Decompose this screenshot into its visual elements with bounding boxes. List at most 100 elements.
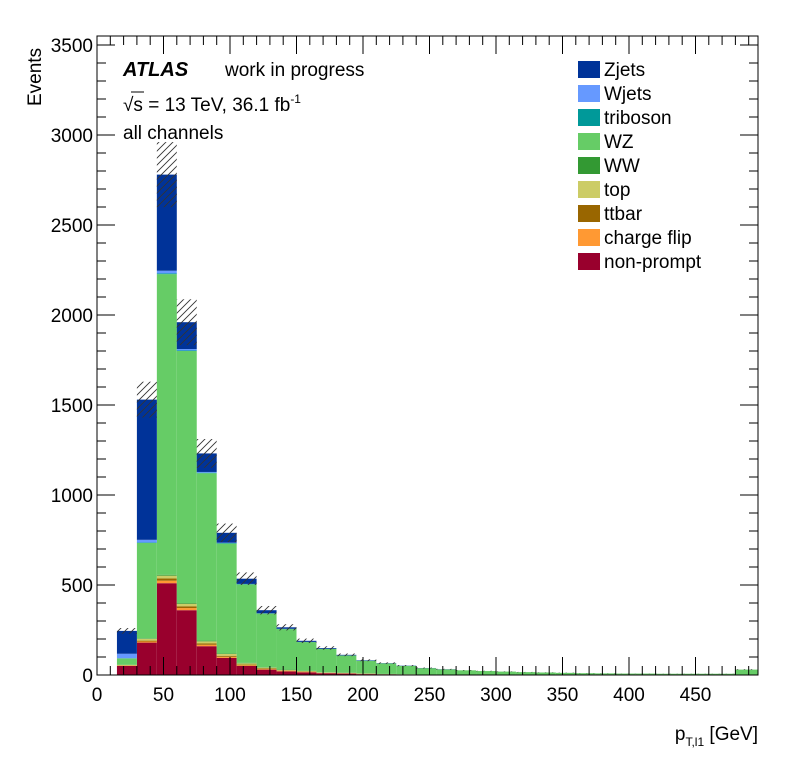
- y-tick-label: 2500: [51, 216, 93, 237]
- uncertainty-band-5: [216, 523, 237, 543]
- bar-wz-23: [575, 673, 596, 675]
- bar-charge-flip-3: [176, 608, 197, 611]
- x-tick-label: 0: [92, 685, 103, 706]
- energy-lumi-text: √s = 13 TeV, 36.1 fb-1: [123, 92, 301, 116]
- bar-wz-8: [276, 629, 297, 670]
- legend-label-charge-flip: charge flip: [604, 228, 692, 249]
- bar-non-prompt-1: [136, 642, 157, 675]
- legend-label-non-prompt: non-prompt: [604, 252, 702, 273]
- bar-wjets-3: [176, 349, 197, 351]
- legend-swatch-triboson: [578, 109, 600, 126]
- uncertainty-band-11: [336, 653, 357, 657]
- legend-swatch-top: [578, 181, 600, 198]
- bar-wz-6: [236, 584, 257, 663]
- uncertainty-band-3: [176, 299, 197, 346]
- bar-non-prompt-3: [176, 610, 197, 675]
- bar-wz-20: [515, 672, 536, 675]
- bar-wz-12: [356, 660, 377, 674]
- bar-wz-7: [256, 613, 277, 668]
- bar-triboson-4: [196, 472, 217, 474]
- legend: Zjets Wjets triboson WZ WW top ttbar charge fli…: [578, 60, 702, 273]
- bar-wz-27: [655, 673, 676, 675]
- bar-wz-30: [715, 673, 736, 675]
- bar-ttbar-7: [256, 668, 277, 670]
- x-axis-title-main: p: [675, 724, 686, 745]
- bar-ww-3: [176, 603, 197, 604]
- bar-top-5: [216, 653, 237, 656]
- bar-wz-1: [136, 542, 157, 639]
- bar-non-prompt-10: [316, 673, 337, 675]
- uncertainty-layer: [116, 142, 758, 674]
- bar-zjets-0: [116, 630, 137, 654]
- bar-wz-31: [735, 669, 758, 675]
- uncertainty-band-13: [376, 662, 397, 664]
- uncertainty-band-10: [316, 646, 337, 650]
- uncertainty-band-2: [156, 142, 177, 208]
- uncertainty-band-12: [356, 659, 377, 662]
- x-tick-label: 50: [153, 685, 174, 706]
- bar-charge-flip-2: [156, 580, 177, 584]
- bar-non-prompt-7: [256, 669, 277, 675]
- legend-swatch-zjets: [578, 61, 600, 78]
- bar-wz-22: [555, 672, 576, 675]
- legend-swatch-non-prompt: [578, 253, 600, 270]
- bar-wz-4: [196, 473, 217, 641]
- uncertainty-band-0: [116, 628, 137, 634]
- uncertainty-band-16: [436, 668, 457, 670]
- bar-wz-10: [316, 648, 337, 673]
- bar-wz-11: [336, 655, 357, 673]
- bar-wz-15: [416, 668, 437, 675]
- bar-non-prompt-6: [236, 666, 257, 675]
- x-axis-title: pT,l1 [GeV]: [675, 724, 758, 749]
- y-tick-label: 1500: [51, 396, 93, 417]
- bar-wjets-0: [116, 653, 137, 659]
- legend-label-zjets: Zjets: [604, 60, 645, 81]
- bar-ttbar-3: [176, 606, 197, 609]
- uncertainty-band-7: [256, 605, 277, 615]
- bar-wz-19: [495, 671, 516, 675]
- y-tick-label: 2000: [51, 306, 93, 327]
- bar-wz-18: [476, 671, 496, 675]
- y-tick-label: 3500: [51, 36, 93, 57]
- x-axis-title-unit: [GeV]: [704, 724, 758, 745]
- bar-wz-16: [436, 669, 457, 675]
- bar-ww-2: [156, 574, 177, 576]
- uncertainty-band-18: [476, 670, 496, 672]
- legend-swatch-wjets: [578, 85, 600, 102]
- x-tick-label: 450: [680, 685, 712, 706]
- uncertainty-band-15: [416, 667, 437, 669]
- x-tick-label: 250: [414, 685, 446, 706]
- legend-label-top: top: [604, 180, 630, 201]
- plot-frame: [96, 35, 759, 676]
- bar-charge-flip-7: [256, 669, 277, 670]
- bar-non-prompt-0: [116, 666, 137, 675]
- y-tick-label: 3000: [51, 126, 93, 147]
- y-axis-title: Events: [25, 48, 46, 106]
- bar-top-0: [116, 664, 137, 666]
- bar-wjets-1: [136, 539, 157, 543]
- uncertainty-band-17: [456, 670, 477, 671]
- experiment-label: ATLAS: [122, 59, 189, 81]
- channel-label: all channels: [123, 123, 223, 144]
- bar-charge-flip-6: [236, 665, 257, 666]
- legend-swatch-charge-flip: [578, 229, 600, 246]
- bar-wz-26: [635, 673, 656, 675]
- bar-top-1: [136, 638, 157, 641]
- bar-wz-24: [595, 673, 616, 675]
- y-tick-label: 500: [61, 576, 93, 597]
- bar-top-4: [196, 641, 217, 644]
- energy-lumi-main: √s = 13 TeV, 36.1 fb: [123, 95, 290, 116]
- x-tick-label: 300: [480, 685, 512, 706]
- legend-label-wz: WZ: [604, 132, 634, 153]
- y-tick-label: 1000: [51, 486, 93, 507]
- bar-non-prompt-11: [336, 673, 357, 675]
- legend-label-ttbar: ttbar: [604, 204, 643, 225]
- bar-wz-13: [376, 663, 397, 674]
- bar-wz-2: [156, 274, 177, 575]
- x-tick-label: 200: [347, 685, 379, 706]
- legend-swatch-wz: [578, 133, 600, 150]
- uncertainty-band-8: [276, 624, 297, 631]
- bar-wjets-4: [196, 471, 217, 473]
- bar-ww-5: [216, 653, 237, 654]
- bar-wz-17: [456, 670, 477, 675]
